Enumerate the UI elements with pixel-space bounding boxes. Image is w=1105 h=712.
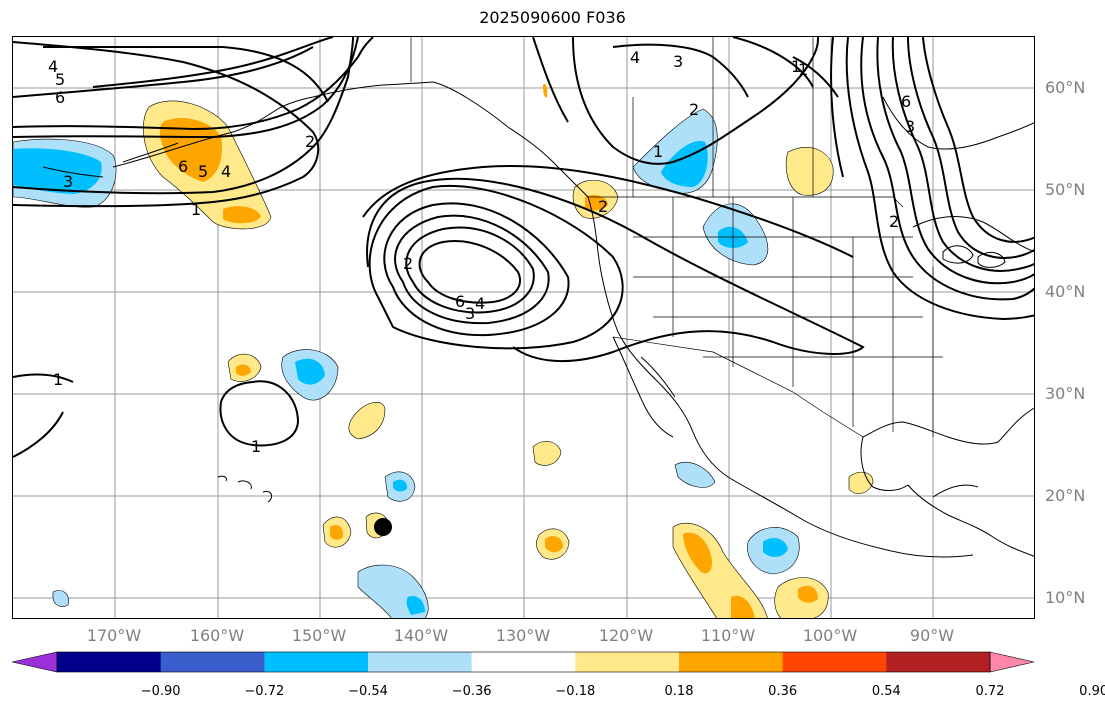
contour-label: 6 [178, 157, 188, 176]
anomaly-shading [13, 83, 874, 618]
lon-label: 150°W [291, 626, 347, 645]
colorbar-tick-label: −0.54 [348, 684, 388, 699]
contour-label: 4 [630, 48, 640, 67]
lat-label: 10°N [1045, 588, 1086, 607]
colorbar-tick-label: −0.90 [140, 684, 181, 699]
contour-label: 6 [55, 88, 65, 107]
colorbar-segment [264, 652, 369, 672]
contour-label: 5 [198, 162, 208, 181]
colorbar-frame [56, 651, 991, 673]
lon-label: 170°W [86, 626, 142, 645]
map-panel: 4 5 6 2 1 6 5 4 3 1 4 3 2 1 2 1 6 3 2 6 … [12, 36, 1035, 619]
lat-label: 50°N [1045, 180, 1086, 199]
colorbar-tick-label: 0.18 [664, 684, 694, 699]
colorbar [12, 651, 1035, 673]
colorbar-segment [368, 652, 473, 672]
colorbar-extend-min [12, 651, 58, 673]
colorbar-tick-label: 0.72 [975, 684, 1005, 699]
contour-label: 4 [48, 57, 58, 76]
lon-label: 160°W [189, 626, 245, 645]
borders [410, 37, 943, 438]
contour-label: 3 [905, 117, 915, 136]
lon-label: 140°W [393, 626, 449, 645]
contour-label: 1 [791, 57, 801, 76]
contour-label: 1 [53, 370, 63, 389]
colorbar-tick-label: −0.36 [451, 684, 492, 699]
colorbar-segments [12, 651, 1035, 673]
contour-label: 2 [403, 254, 413, 273]
lon-label: 100°W [802, 626, 858, 645]
colorbar-segment [679, 652, 784, 672]
contour-label: 1 [251, 437, 261, 456]
contour-label: 6 [455, 292, 465, 311]
coastlines [42, 81, 1034, 558]
contour-label: 3 [465, 304, 475, 323]
colorbar-extend-max [989, 651, 1035, 673]
contour-label: 1 [653, 142, 663, 161]
lat-label: 40°N [1045, 282, 1086, 301]
colorbar-segment [782, 652, 887, 672]
contour-label: 3 [673, 52, 683, 71]
colorbar-segment [160, 652, 265, 672]
map-svg: 4 5 6 2 1 6 5 4 3 1 4 3 2 1 2 1 6 3 2 6 … [13, 37, 1034, 618]
colorbar-tick-label: −0.72 [244, 684, 285, 699]
lat-label: 60°N [1045, 78, 1086, 97]
colorbar-tick-label: 0.54 [871, 684, 901, 699]
storm-center-marker [374, 518, 392, 536]
contour-label: 2 [598, 197, 608, 216]
contour-label: 1 [191, 200, 201, 219]
contour-label: 1 [798, 60, 808, 79]
contour-label: 4 [221, 162, 231, 181]
contour-label: 2 [889, 212, 899, 231]
contour-label: 3 [63, 172, 73, 191]
contour-label: 2 [305, 132, 315, 151]
contour-label: 4 [475, 294, 485, 313]
colorbar-tick-label: 0.36 [768, 684, 798, 699]
lat-label: 30°N [1045, 384, 1086, 403]
colorbar-segment [886, 652, 991, 672]
graticule [13, 37, 1034, 618]
contour-label: 6 [901, 92, 911, 111]
colorbar-tick-label: −0.18 [555, 684, 596, 699]
colorbar-segment [471, 652, 576, 672]
lat-label: 20°N [1045, 486, 1086, 505]
contour-label: 2 [689, 100, 699, 119]
colorbar-segment [57, 652, 162, 672]
contour-lines [13, 37, 1034, 458]
plot-title: 2025090600 F036 [479, 8, 626, 27]
lon-label: 120°W [598, 626, 654, 645]
contour-label: 5 [55, 70, 65, 89]
colorbar-tick-label: 0.90 [1079, 684, 1105, 699]
lon-label: 130°W [495, 626, 551, 645]
lon-label: 110°W [700, 626, 756, 645]
colorbar-segment [575, 652, 680, 672]
contour-label-group: 4 5 6 2 1 6 5 4 3 1 4 3 2 1 2 1 6 3 2 6 … [48, 48, 915, 456]
lon-label: 90°W [909, 626, 955, 645]
